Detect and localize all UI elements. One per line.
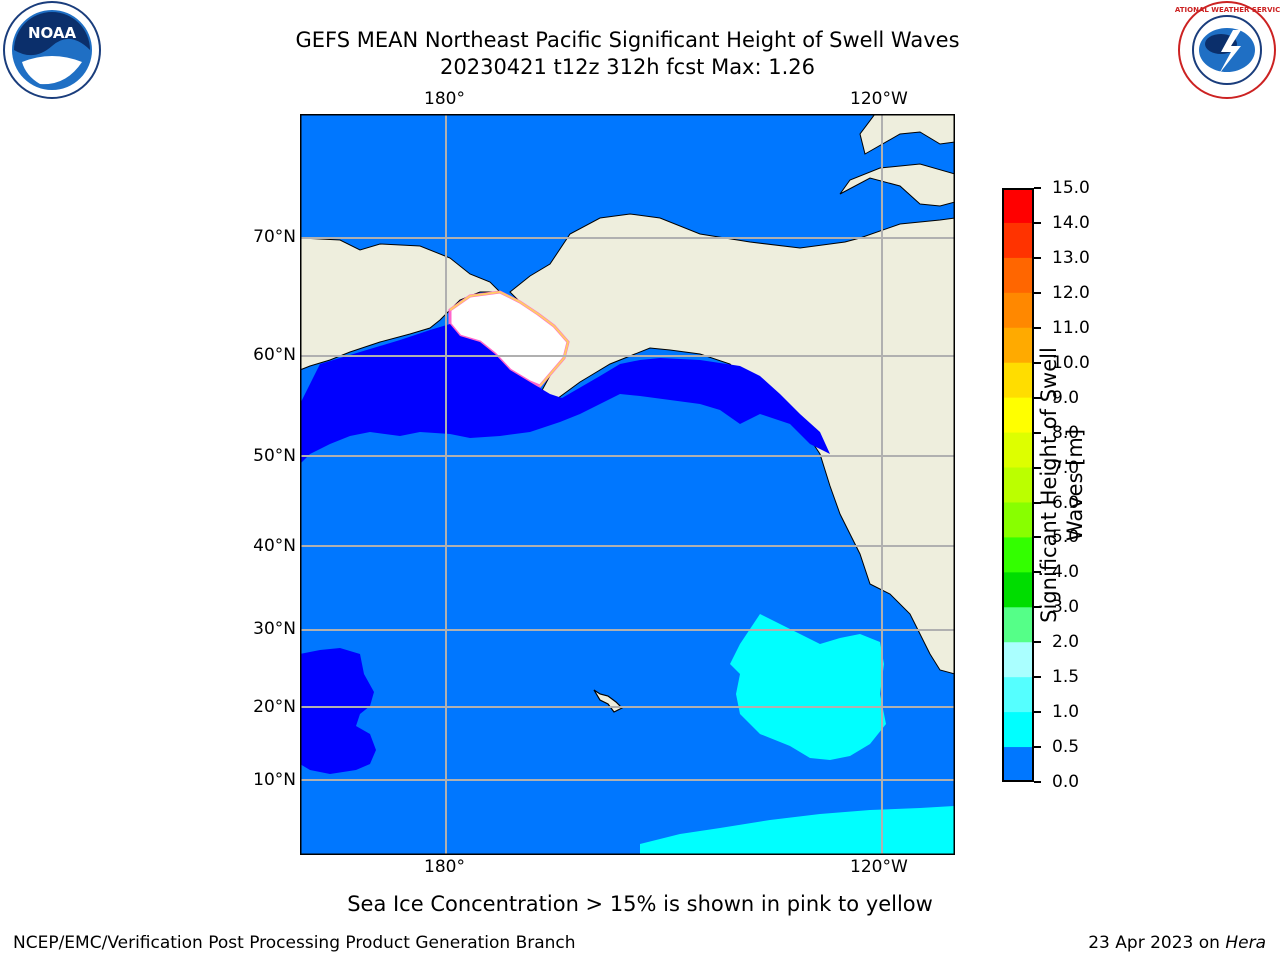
chart-subtitle: 20230421 t12z 312h fcst Max: 1.26 xyxy=(440,55,815,79)
swell-high-central xyxy=(730,614,886,760)
nws-logo-text: NATIONAL WEATHER SERVICE xyxy=(1175,6,1280,14)
colorbar-tick-mark xyxy=(1034,256,1041,259)
lat-label-60n: 60°N xyxy=(253,345,296,365)
colorbar-tick-label: 7.0 xyxy=(1052,457,1080,478)
colorbar-tick-mark xyxy=(1034,396,1041,399)
colorbar-tick-mark xyxy=(1034,291,1041,294)
colorbar-tick-label: 11.0 xyxy=(1052,317,1090,338)
sea-ice-edge xyxy=(449,290,570,387)
colorbar-tick-mark xyxy=(1034,361,1041,364)
land-arctic-islands-2 xyxy=(839,163,954,207)
swell-high-south xyxy=(640,806,954,854)
noaa-logo-text: NOAA xyxy=(28,24,77,42)
colorbar-label-line2: Waves [m] xyxy=(1063,428,1087,542)
colorbar-swatch xyxy=(1002,397,1034,434)
colorbar-swatch xyxy=(1002,642,1034,678)
colorbar-swatch xyxy=(1002,677,1034,713)
colorbar-tick-mark xyxy=(1034,326,1041,329)
colorbar-frame xyxy=(1002,188,1034,782)
lat-label-20n: 20°N xyxy=(253,697,296,717)
footer-date: 23 Apr 2023 on Hera xyxy=(1088,932,1266,954)
colorbar xyxy=(1002,188,1034,782)
nws-logo: NATIONAL WEATHER SERVICE xyxy=(1175,1,1280,99)
colorbar-swatch xyxy=(1002,292,1034,329)
colorbar-tick-mark xyxy=(1034,676,1041,679)
lon-label-bottom-180: 180° xyxy=(424,857,465,877)
colorbar-tick-mark xyxy=(1034,466,1041,469)
footer-host: Hera xyxy=(1225,933,1266,953)
lat-label-70n: 70°N xyxy=(253,227,296,247)
colorbar-tick-label: 0.5 xyxy=(1052,737,1080,758)
colorbar-tick-mark xyxy=(1034,431,1041,434)
footer-branch: NCEP/EMC/Verification Post Processing Pr… xyxy=(13,933,576,953)
colorbar-tick-label: 1.5 xyxy=(1052,667,1080,688)
colorbar-swatch xyxy=(1002,607,1034,643)
lon-label-bottom-120w: 120°W xyxy=(850,857,908,877)
sea-ice-note: Sea Ice Concentration > 15% is shown in … xyxy=(347,892,933,916)
colorbar-swatch xyxy=(1002,432,1034,469)
colorbar-tick-label: 6.0 xyxy=(1052,492,1080,513)
colorbar-swatch xyxy=(1002,467,1034,503)
lon-label-top-120w: 120°W xyxy=(850,89,908,109)
colorbar-tick-label: 9.0 xyxy=(1052,387,1080,408)
colorbar-label: Significant Height of Swell Waves [m] xyxy=(1036,335,1088,635)
colorbar-tick-mark xyxy=(1034,606,1041,609)
lat-label-30n: 30°N xyxy=(253,619,296,639)
colorbar-tick-label: 3.0 xyxy=(1052,597,1080,618)
colorbar-tick-mark xyxy=(1034,536,1041,539)
colorbar-tick-mark xyxy=(1034,501,1041,504)
colorbar-swatch xyxy=(1002,572,1034,608)
colorbar-tick-mark xyxy=(1034,711,1041,714)
colorbar-swatch xyxy=(1002,502,1034,538)
colorbar-tick-label: 4.0 xyxy=(1052,562,1080,583)
footer-date-text: 23 Apr 2023 on xyxy=(1088,933,1226,953)
colorbar-tick-mark xyxy=(1034,781,1041,783)
noaa-logo: NOAA xyxy=(3,1,101,99)
colorbar-swatch xyxy=(1002,327,1034,364)
colorbar-tick-label: 5.0 xyxy=(1052,527,1080,548)
grid-lines xyxy=(301,115,954,854)
colorbar-tick-mark xyxy=(1034,641,1041,644)
colorbar-tick-label: 10.0 xyxy=(1052,352,1090,373)
colorbar-tick-mark xyxy=(1034,221,1041,224)
colorbar-tick-label: 0.0 xyxy=(1052,772,1080,792)
land-siberia xyxy=(301,237,502,371)
chart-title: GEFS MEAN Northeast Pacific Significant … xyxy=(295,28,960,52)
colorbar-tick-label: 2.0 xyxy=(1052,632,1080,653)
colorbar-tick-label: 1.0 xyxy=(1052,702,1080,723)
colorbar-swatch xyxy=(1002,188,1034,224)
colorbar-label-line1: Significant Height of Swell xyxy=(1037,347,1061,623)
colorbar-tick-label: 15.0 xyxy=(1052,178,1090,198)
colorbar-swatch xyxy=(1002,222,1034,259)
map-panel xyxy=(300,114,955,855)
colorbar-swatch xyxy=(1002,257,1034,294)
lat-label-50n: 50°N xyxy=(253,446,296,466)
colorbar-swatch xyxy=(1002,747,1034,782)
colorbar-tick-mark xyxy=(1034,571,1041,574)
map-frame xyxy=(300,114,955,855)
colorbar-swatch xyxy=(1002,712,1034,748)
lat-label-40n: 40°N xyxy=(253,536,296,556)
lat-label-10n: 10°N xyxy=(253,770,296,790)
land-arctic-islands xyxy=(859,115,954,155)
colorbar-tick-label: 8.0 xyxy=(1052,422,1080,443)
swell-low-bering xyxy=(301,324,830,463)
colorbar-swatch xyxy=(1002,537,1034,573)
colorbar-tick-label: 13.0 xyxy=(1052,247,1090,268)
colorbar-tick-label: 12.0 xyxy=(1052,282,1090,303)
colorbar-tick-mark xyxy=(1034,746,1041,749)
colorbar-tick-label: 14.0 xyxy=(1052,212,1090,233)
colorbar-swatch xyxy=(1002,362,1034,399)
swell-low-west xyxy=(301,648,376,774)
lon-label-top-180: 180° xyxy=(424,89,465,109)
colorbar-tick-mark xyxy=(1034,187,1041,189)
